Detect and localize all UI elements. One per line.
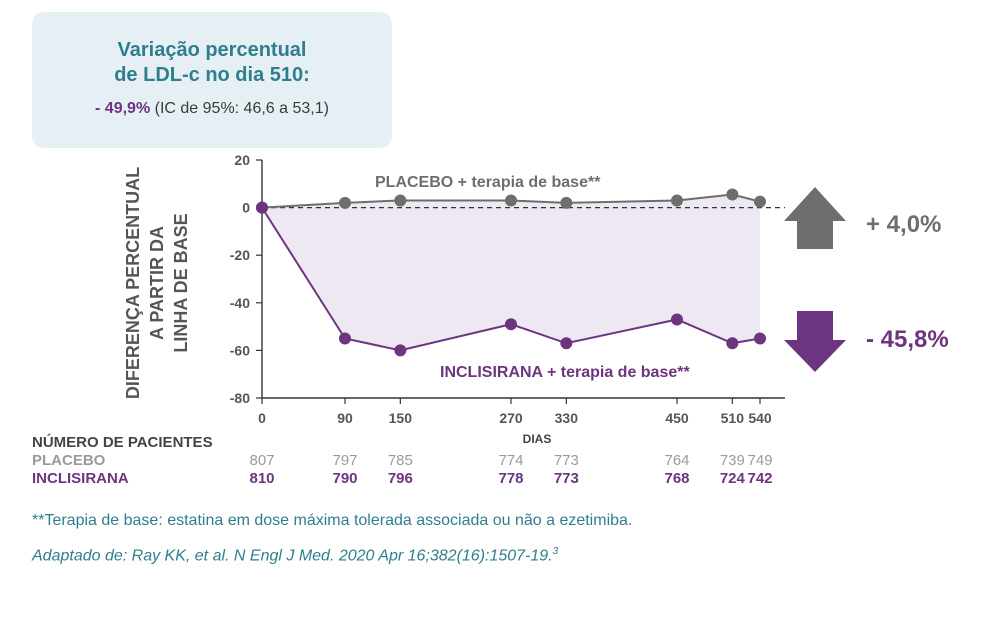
inclisiran-series-label: INCLISIRANA + terapia de base** (440, 364, 690, 381)
x-tick-label: 90 (337, 410, 353, 426)
placebo-patients-count: 797 (332, 452, 357, 469)
inclisiran-patients-count: 768 (664, 470, 689, 487)
inclisiran-point (671, 313, 683, 326)
placebo-point (560, 196, 573, 209)
x-tick-label: 150 (389, 410, 413, 426)
inclisiran-patients-label: INCLISIRANA (32, 470, 129, 487)
x-tick-label: 540 (748, 410, 772, 426)
placebo-patients-count: 807 (249, 452, 274, 469)
x-tick-label: 330 (555, 410, 579, 426)
placebo-point (505, 194, 517, 207)
inclisiran-point (560, 337, 573, 350)
source-ref: 3 (552, 546, 559, 557)
placebo-point (726, 188, 739, 201)
inclisiran-point (726, 337, 739, 350)
inclisiran-change-label: - 45,8% (866, 326, 949, 353)
placebo-point (339, 196, 351, 209)
y-tick-label: -20 (230, 247, 250, 263)
inclisiran-patients-count: 742 (747, 470, 772, 487)
inclisiran-line (261, 207, 761, 352)
x-tick-label: 450 (665, 410, 689, 426)
footnote: **Terapia de base: estatina em dose máxi… (32, 512, 633, 529)
inclisiran-patients-count: 724 (720, 470, 746, 487)
placebo-patients-count: 764 (664, 452, 689, 469)
y-axis-label: DIFERENÇA PERCENTUAL A PARTIR DA LINHA DE … (123, 167, 191, 399)
x-tick-label: 510 (721, 410, 745, 426)
ldl-result-value: - 49,9% (95, 100, 151, 117)
ldl-result-title: Variação percentual de LDL-c no dia 510: (32, 38, 392, 88)
placebo-patients-count: 749 (747, 452, 772, 469)
ldl-result-box: Variação percentual de LDL-c no dia 510:… (32, 12, 392, 148)
ldl-result-ci: (IC de 95%: 46,6 a 53,1) (154, 100, 329, 117)
placebo-point (394, 194, 407, 207)
between-series-area (262, 194, 760, 351)
inclisiran-down-arrow (784, 311, 846, 372)
inclisiran-point (505, 318, 517, 331)
y-tick-label: 0 (242, 200, 250, 216)
y-axis-label-line: DIFERENÇA PERCENTUAL (123, 167, 143, 399)
inclisiran-point (256, 201, 268, 214)
source-text: Adaptado de: Ray KK, et al. N Engl J Med… (32, 547, 553, 565)
y-tick-label: -60 (230, 342, 250, 358)
inclisiran-patients-count: 796 (388, 470, 413, 487)
ldl-result-line: - 49,9% (IC de 95%: 46,6 a 53,1) (32, 100, 392, 118)
patients-table-header: NÚMERO DE PACIENTES (32, 433, 213, 451)
inclisiran-patients-count: 790 (332, 470, 357, 487)
x-tick-label: 0 (258, 410, 266, 426)
placebo-patients-count: 773 (554, 452, 579, 469)
x-axis-label: DIAS (523, 432, 552, 446)
placebo-patients-count: 739 (720, 452, 745, 469)
source-citation: Adaptado de: Ray KK, et al. N Engl J Med… (32, 546, 558, 565)
placebo-line (261, 193, 761, 209)
ldl-change-chart: 20 0 -20 -40 -60 -80 0 90 150 270 330 450 510 540 DIAS… (32, 152, 949, 487)
inclisiran-patients-count: 778 (498, 470, 523, 487)
placebo-point (671, 194, 683, 207)
placebo-up-arrow (784, 187, 846, 249)
placebo-patients-count: 785 (388, 452, 413, 469)
y-tick-label: 20 (234, 152, 250, 168)
placebo-point (754, 195, 766, 208)
inclisiran-patients-count: 810 (249, 470, 274, 487)
ldl-result-title-line1: Variação percentual (117, 39, 307, 61)
inclisiran-point (394, 344, 407, 357)
placebo-patients-count: 774 (498, 452, 523, 469)
ldl-result-title-line2: de LDL-c no dia 510: (114, 64, 310, 86)
y-axis-label-line: LINHA DE BASE (171, 213, 191, 352)
x-tick-label: 270 (499, 410, 523, 426)
y-tick-label: -40 (230, 295, 250, 311)
inclisiran-point (754, 332, 766, 345)
y-axis-label-line: A PARTIR DA (147, 226, 167, 340)
placebo-series-label: PLACEBO + terapia de base** (375, 174, 601, 191)
placebo-change-label: + 4,0% (866, 211, 941, 238)
y-tick-label: -80 (230, 390, 250, 406)
inclisiran-patients-count: 773 (554, 470, 579, 487)
inclisiran-point (339, 332, 351, 345)
placebo-patients-label: PLACEBO (32, 452, 106, 469)
